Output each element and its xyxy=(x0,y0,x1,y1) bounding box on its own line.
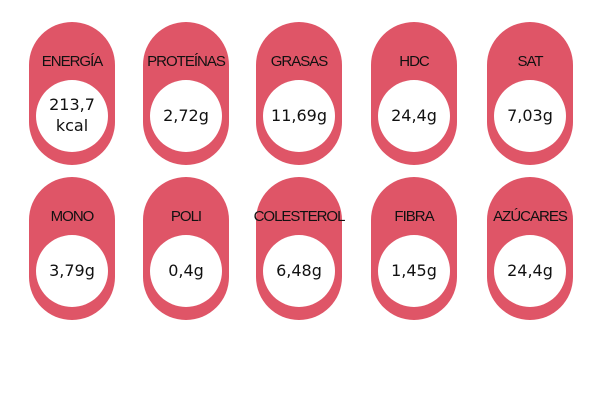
nutrient-value-circle: 2,72g xyxy=(150,80,222,152)
nutrient-value: 2,72g xyxy=(163,105,209,125)
nutrient-value-circle: 24,4g xyxy=(378,80,450,152)
nutrient-value: 11,69g xyxy=(271,105,327,125)
nutrient-value: 3,79g xyxy=(49,260,95,280)
nutrient-value: 7,03g xyxy=(507,105,553,125)
nutrient-value: 6,48g xyxy=(276,260,322,280)
nutrient-value: 0,4g xyxy=(168,260,204,280)
nutrient-card-mono: MONO 3,79g xyxy=(29,177,115,320)
nutrient-value-circle: 7,03g xyxy=(494,80,566,152)
nutrient-label: SAT xyxy=(517,53,543,70)
nutrient-label: POLI xyxy=(170,208,202,225)
nutrient-label: COLESTEROL xyxy=(253,208,346,225)
nutrient-value-circle: 0,4g xyxy=(150,235,222,307)
nutrient-card-colesterol: COLESTEROL 6,48g xyxy=(254,177,345,320)
nutrient-value-circle: 11,69g xyxy=(263,80,335,152)
nutrient-value-circle: 3,79g xyxy=(36,235,108,307)
nutrient-value: 213,7 kcal xyxy=(49,95,95,135)
nutrient-label: GRASAS xyxy=(270,53,329,70)
nutrient-card-azucares: AZÚCARES 24,4g xyxy=(487,177,573,320)
nutrient-card-energia: ENERGÍA 213,7 kcal xyxy=(29,22,115,165)
nutrient-value-circle: 1,45g xyxy=(378,235,450,307)
nutrient-label: HDC xyxy=(399,53,430,70)
nutrient-value-circle: 6,48g xyxy=(263,235,335,307)
nutrient-value: 1,45g xyxy=(391,260,437,280)
nutrient-value: 24,4g xyxy=(507,260,553,280)
nutrient-card-proteinas: PROTEÍNAS 2,72g xyxy=(143,22,229,165)
nutrient-card-poli: POLI 0,4g xyxy=(143,177,229,320)
nutrient-card-grasas: GRASAS 11,69g xyxy=(256,22,342,165)
nutrient-value-circle: 213,7 kcal xyxy=(36,80,108,152)
nutrient-label: PROTEÍNAS xyxy=(147,53,226,70)
nutrient-label: ENERGÍA xyxy=(41,53,104,70)
nutrient-label: AZÚCARES xyxy=(493,208,568,225)
nutrient-card-fibra: FIBRA 1,45g xyxy=(371,177,457,320)
nutrient-value: 24,4g xyxy=(391,105,437,125)
nutrient-value-circle: 24,4g xyxy=(494,235,566,307)
nutrient-label: FIBRA xyxy=(394,208,434,225)
nutrient-card-sat: SAT 7,03g xyxy=(487,22,573,165)
nutrient-label: MONO xyxy=(50,208,95,225)
nutrient-card-hdc: HDC 24,4g xyxy=(371,22,457,165)
